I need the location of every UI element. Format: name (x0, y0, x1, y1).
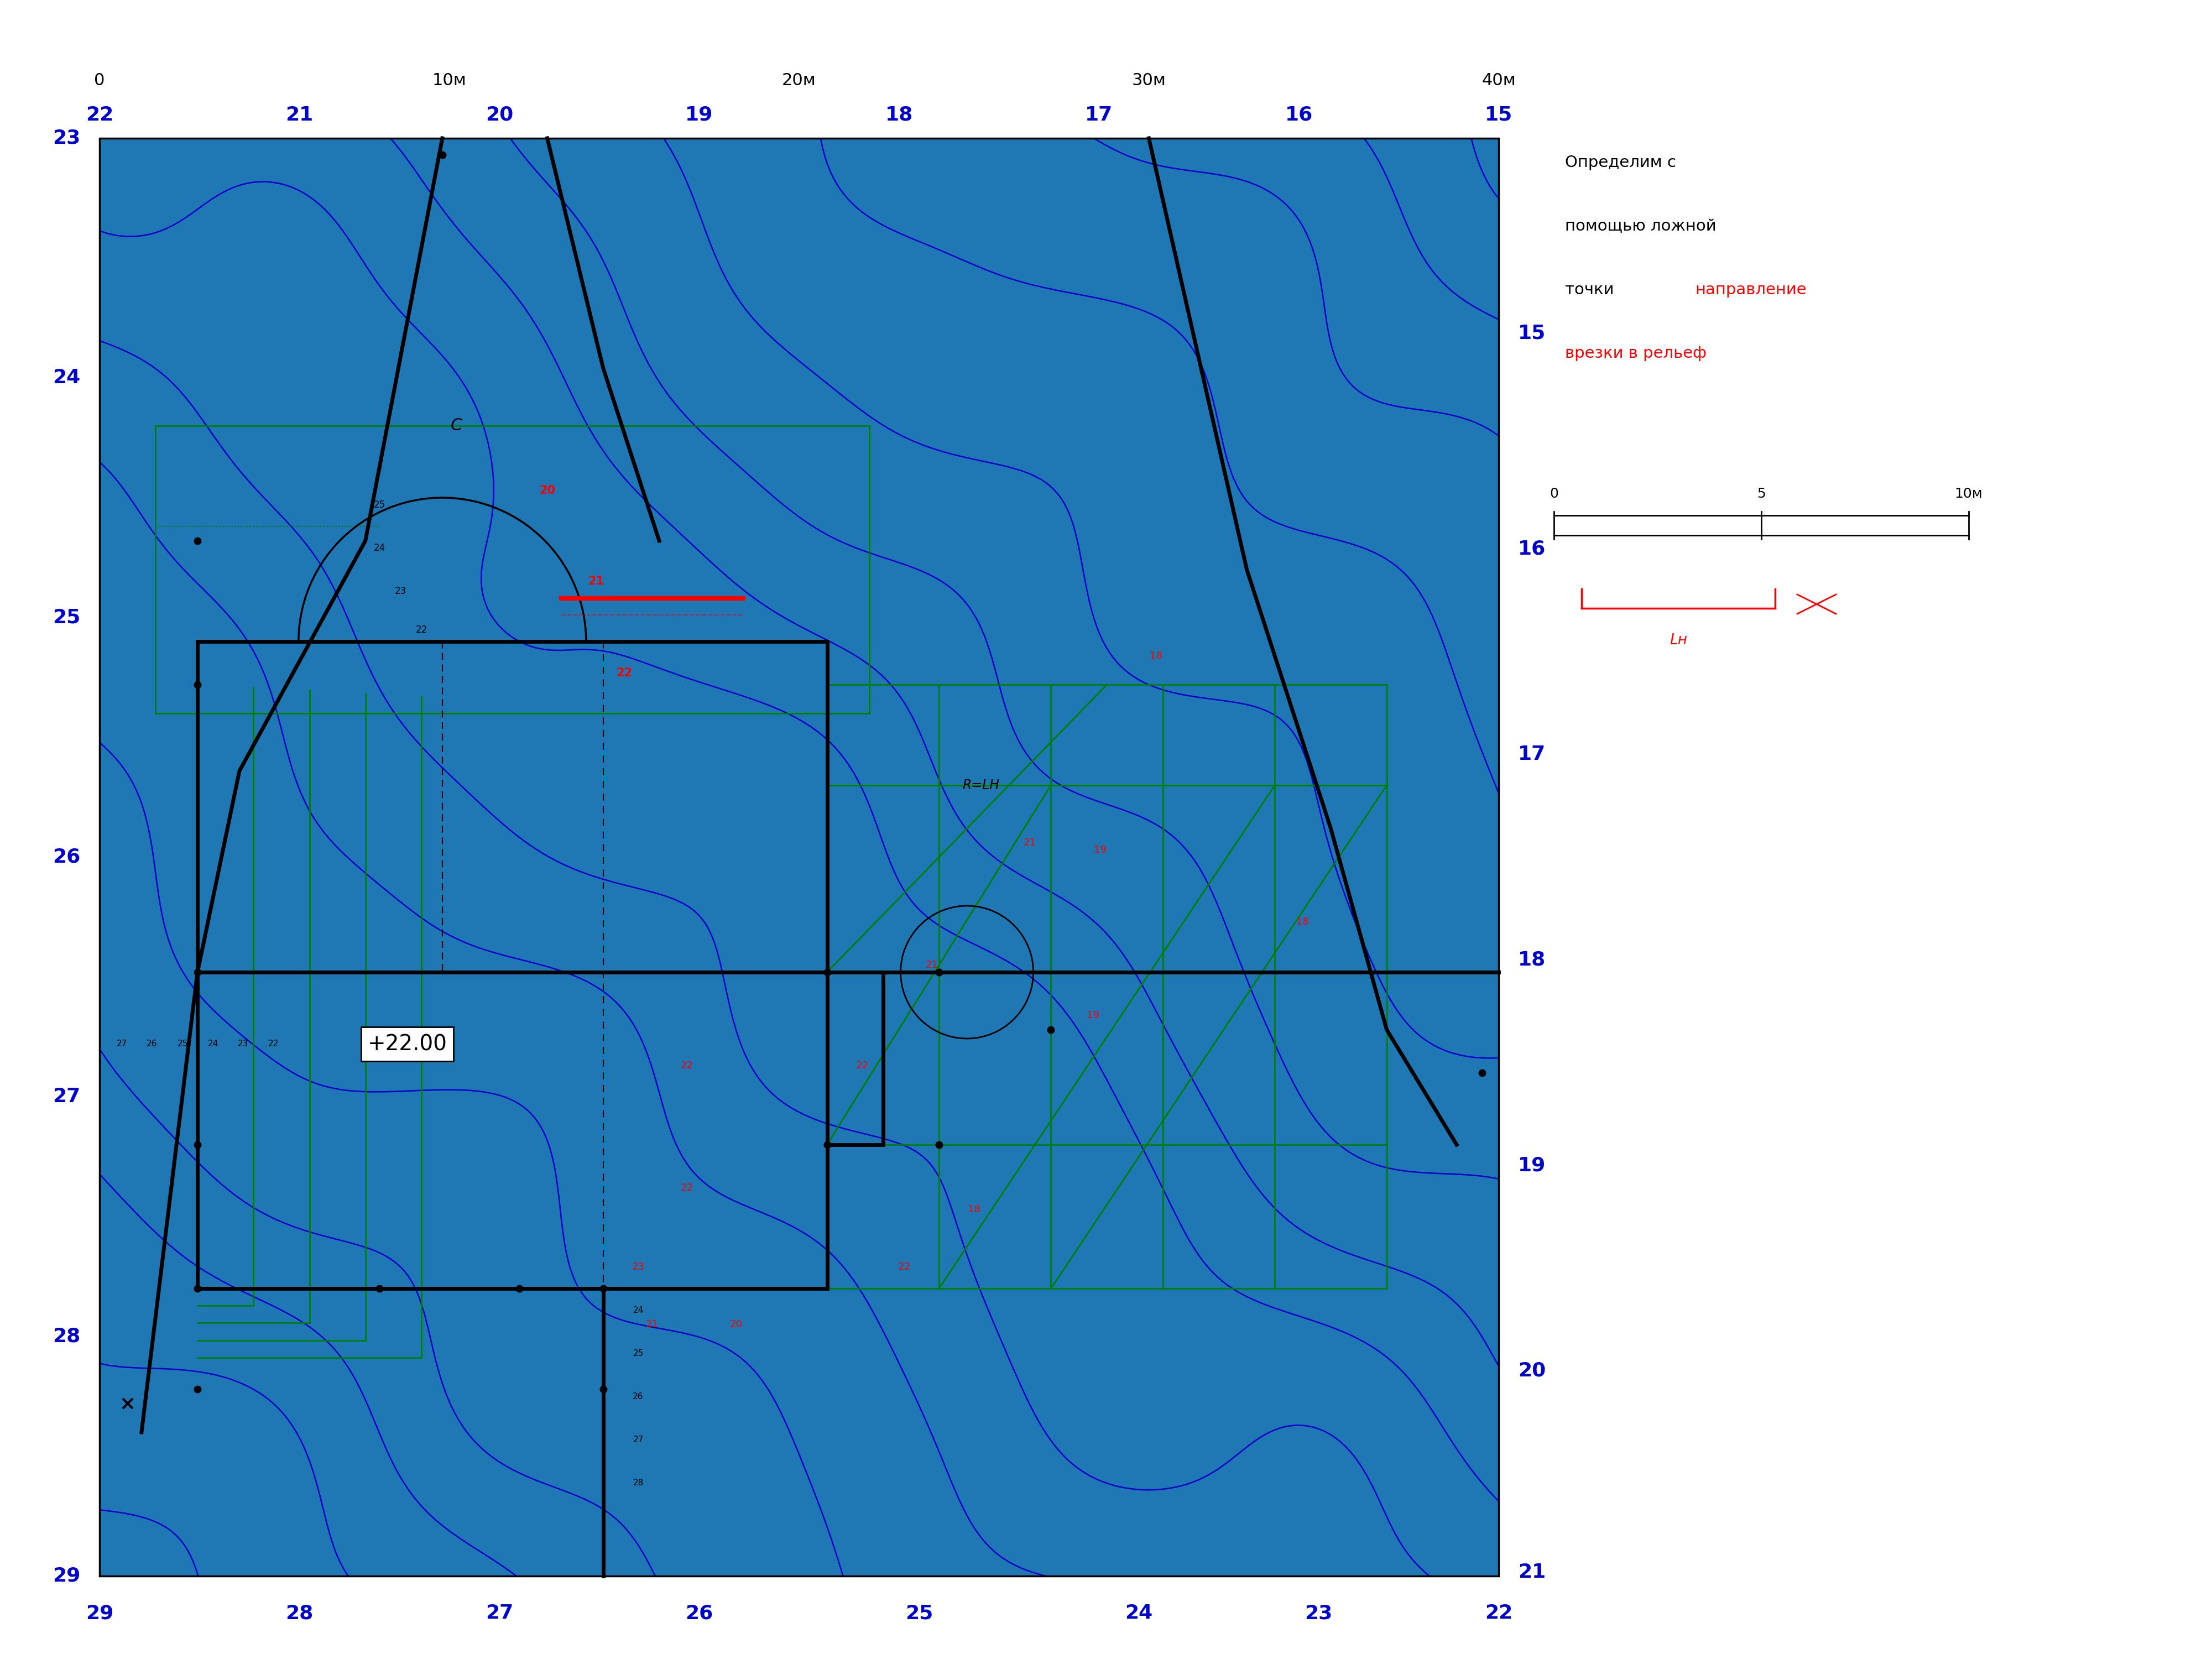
Text: 20: 20 (1517, 1362, 1546, 1380)
Text: 27: 27 (484, 1604, 513, 1623)
Text: 5: 5 (1756, 488, 1765, 501)
Text: помощью ложной: помощью ложной (1566, 219, 1717, 234)
Text: 17: 17 (1086, 106, 1113, 124)
Text: 24: 24 (633, 1306, 644, 1314)
Text: 21: 21 (1517, 1563, 1546, 1581)
Text: 0: 0 (95, 73, 104, 88)
Text: 22: 22 (681, 1183, 695, 1193)
Text: направление: направление (1694, 282, 1807, 297)
Text: 15: 15 (1484, 106, 1513, 124)
Text: 24: 24 (374, 542, 385, 552)
Text: 23: 23 (1305, 1604, 1332, 1623)
Text: 21: 21 (1024, 838, 1035, 848)
Text: С: С (451, 418, 462, 435)
Text: 22: 22 (1484, 1604, 1513, 1623)
Text: 18: 18 (967, 1204, 980, 1214)
Text: 19: 19 (1093, 844, 1106, 854)
Text: 19: 19 (1517, 1156, 1546, 1175)
Text: точки: точки (1566, 282, 1619, 297)
Text: 0: 0 (1551, 488, 1557, 501)
Text: 18: 18 (885, 106, 914, 124)
Bar (100, 138, 1500, 1576)
Text: врезки в рельеф: врезки в рельеф (1566, 345, 1708, 362)
Text: 28: 28 (633, 1478, 644, 1486)
Text: 22: 22 (856, 1060, 869, 1070)
Text: 10м: 10м (1955, 488, 1982, 501)
Text: 20: 20 (484, 106, 513, 124)
Text: 23: 23 (633, 1262, 644, 1272)
Text: 22: 22 (898, 1262, 911, 1272)
Text: 27: 27 (633, 1435, 644, 1443)
Text: Определим с: Определим с (1566, 154, 1677, 171)
Text: +22.00: +22.00 (367, 1034, 447, 1055)
Text: 21: 21 (588, 576, 604, 587)
Text: 17: 17 (1517, 745, 1546, 763)
Text: 22: 22 (268, 1040, 279, 1048)
Text: 29: 29 (53, 1566, 80, 1586)
Text: 21: 21 (646, 1319, 659, 1329)
Text: 22: 22 (86, 106, 113, 124)
Text: 40м: 40м (1482, 73, 1515, 88)
Text: 28: 28 (53, 1327, 80, 1345)
Text: 25: 25 (374, 499, 385, 509)
Text: 20м: 20м (783, 73, 816, 88)
Text: 15: 15 (1517, 324, 1546, 343)
Text: 18: 18 (1150, 650, 1161, 660)
Text: 26: 26 (633, 1392, 644, 1400)
Text: 10м: 10м (431, 73, 467, 88)
Text: 25: 25 (633, 1349, 644, 1357)
Text: 18: 18 (1296, 917, 1310, 927)
Text: 24: 24 (208, 1040, 219, 1048)
Text: 22: 22 (416, 625, 427, 635)
Text: 16: 16 (1517, 539, 1546, 559)
Text: 25: 25 (905, 1604, 933, 1623)
Text: 21: 21 (285, 106, 314, 124)
Text: 21: 21 (925, 961, 938, 971)
Text: 27: 27 (117, 1040, 126, 1048)
Text: 26: 26 (146, 1040, 157, 1048)
Bar (100, 138, 1500, 1576)
Text: 20: 20 (540, 484, 555, 496)
Text: 19: 19 (1086, 1010, 1099, 1020)
Text: 22: 22 (617, 667, 633, 679)
Text: Lн: Lн (1670, 634, 1688, 647)
Text: 23: 23 (239, 1040, 248, 1048)
Text: 25: 25 (53, 609, 80, 627)
Text: 30м: 30м (1133, 73, 1166, 88)
Text: 24: 24 (1126, 1604, 1152, 1623)
Text: 23: 23 (394, 586, 407, 596)
Text: 23: 23 (53, 129, 80, 148)
Text: 25: 25 (177, 1040, 188, 1048)
Text: 20: 20 (730, 1319, 743, 1329)
Text: 18: 18 (1517, 951, 1546, 969)
Text: 26: 26 (686, 1604, 712, 1623)
Text: 26: 26 (53, 848, 80, 866)
Text: R=LH: R=LH (962, 778, 1000, 791)
Text: 29: 29 (86, 1604, 113, 1623)
Text: 16: 16 (1285, 106, 1312, 124)
Text: 27: 27 (53, 1087, 80, 1107)
Text: 22: 22 (681, 1060, 695, 1070)
Text: 28: 28 (285, 1604, 314, 1623)
Text: 19: 19 (686, 106, 712, 124)
Text: 24: 24 (53, 368, 80, 387)
